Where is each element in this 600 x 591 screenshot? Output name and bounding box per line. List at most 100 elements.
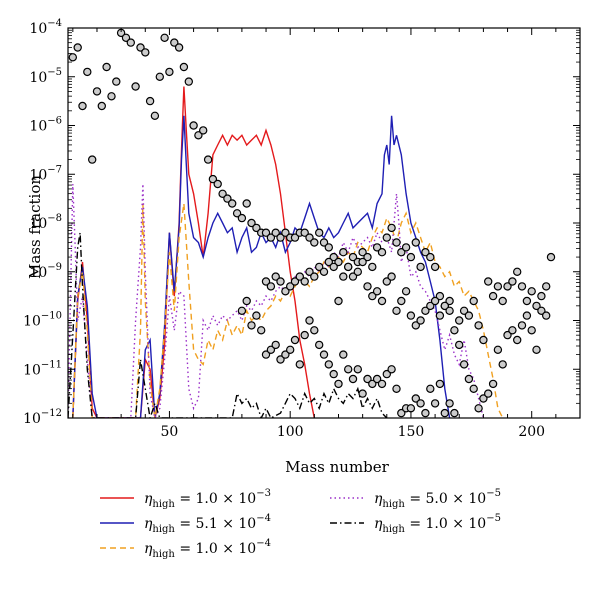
observed-point: [445, 306, 454, 315]
observed-point: [290, 233, 300, 242]
legend-label: ηhigh = 5.0 × 10−5: [374, 488, 501, 510]
series-line-1: [72, 86, 315, 418]
observed-point: [339, 350, 348, 359]
observed-point: [358, 257, 367, 267]
series-line-5: [68, 232, 388, 418]
observed-point: [484, 389, 493, 398]
observed-point: [237, 306, 247, 315]
observed-point: [281, 228, 290, 237]
observed-point: [542, 282, 551, 291]
observed-point: [517, 321, 527, 330]
plot-area: [68, 28, 556, 418]
observed-point: [165, 67, 174, 77]
y-tick-label: 10−7: [29, 164, 62, 183]
y-axis-title: Mass fraction: [26, 175, 44, 279]
observed-point: [387, 365, 396, 374]
observed-point: [382, 369, 391, 379]
observed-point: [324, 257, 333, 267]
observed-point: [252, 223, 261, 233]
observed-point: [479, 394, 488, 403]
observed-point: [102, 62, 111, 72]
observed-point: [160, 33, 169, 43]
observed-point: [397, 408, 406, 418]
observed-point: [440, 408, 449, 418]
observed-point: [537, 306, 546, 315]
observed-point: [440, 301, 449, 311]
observed-point: [112, 77, 121, 86]
observed-point: [213, 179, 222, 189]
observed-point: [406, 311, 416, 320]
observed-point: [300, 330, 309, 340]
observed-point: [416, 399, 425, 408]
observed-point: [546, 252, 556, 262]
y-tick-label: 10−11: [23, 359, 62, 378]
observed-point: [242, 199, 251, 208]
observed-point: [411, 321, 420, 330]
observed-point: [334, 379, 343, 389]
observed-point: [488, 379, 498, 389]
observed-point: [353, 267, 362, 276]
observed-point: [232, 209, 242, 218]
observed-point: [397, 247, 406, 257]
y-tick-label: 10−10: [23, 311, 62, 330]
observed-point: [295, 272, 304, 281]
observed-point: [107, 92, 116, 101]
observed-point: [92, 87, 102, 96]
observed-point: [387, 272, 396, 281]
observed-point: [223, 194, 232, 203]
observed-point: [522, 311, 532, 320]
observed-point: [319, 350, 329, 359]
observed-point: [295, 360, 304, 369]
observed-point: [261, 277, 271, 286]
observed-point: [377, 379, 387, 389]
observed-point: [406, 404, 416, 413]
observed-point: [184, 77, 193, 86]
observed-point: [198, 126, 208, 135]
observed-point: [334, 296, 343, 306]
observed-point: [271, 272, 280, 281]
observed-point: [237, 213, 247, 223]
observed-point: [145, 96, 155, 106]
observed-point: [136, 43, 145, 52]
observed-point: [247, 218, 256, 228]
observed-point: [194, 131, 203, 140]
observed-point: [339, 272, 348, 281]
observed-point: [329, 369, 338, 379]
series-line-2: [72, 115, 451, 418]
observed-point: [382, 233, 391, 242]
observed-point: [426, 301, 435, 311]
observed-point: [532, 345, 541, 354]
observed-point: [435, 311, 445, 320]
legend-label: ηhigh = 1.0 × 10−3: [144, 488, 271, 510]
observed-point: [392, 306, 401, 315]
observed-point: [430, 262, 440, 272]
observed-point: [459, 360, 469, 369]
observed-point: [242, 296, 251, 306]
observed-point: [319, 267, 329, 276]
observed-point: [488, 291, 498, 301]
observed-point: [469, 296, 478, 306]
observed-point: [493, 282, 503, 291]
observed-point: [527, 326, 536, 335]
observed-point: [266, 345, 276, 354]
observed-point: [450, 326, 459, 335]
observed-point: [305, 233, 314, 242]
y-axis: 10−12 10−11 10−10 10−9 10−8 10−7 10−6 10−5 10−4: [23, 18, 580, 427]
observed-point: [281, 287, 290, 296]
observed-point: [435, 291, 445, 301]
observed-point: [392, 384, 401, 393]
observed-point: [527, 287, 536, 296]
observed-point: [474, 321, 483, 330]
observed-point: [469, 384, 478, 393]
observed-point: [372, 243, 382, 252]
observed-point: [358, 389, 367, 398]
observed-point: [286, 345, 295, 354]
observed-point: [450, 408, 459, 418]
observed-point: [377, 247, 387, 257]
observed-point: [406, 252, 416, 262]
observed-point: [416, 316, 425, 325]
observed-point: [459, 306, 469, 315]
observed-point: [305, 316, 314, 325]
observed-point: [430, 296, 440, 306]
